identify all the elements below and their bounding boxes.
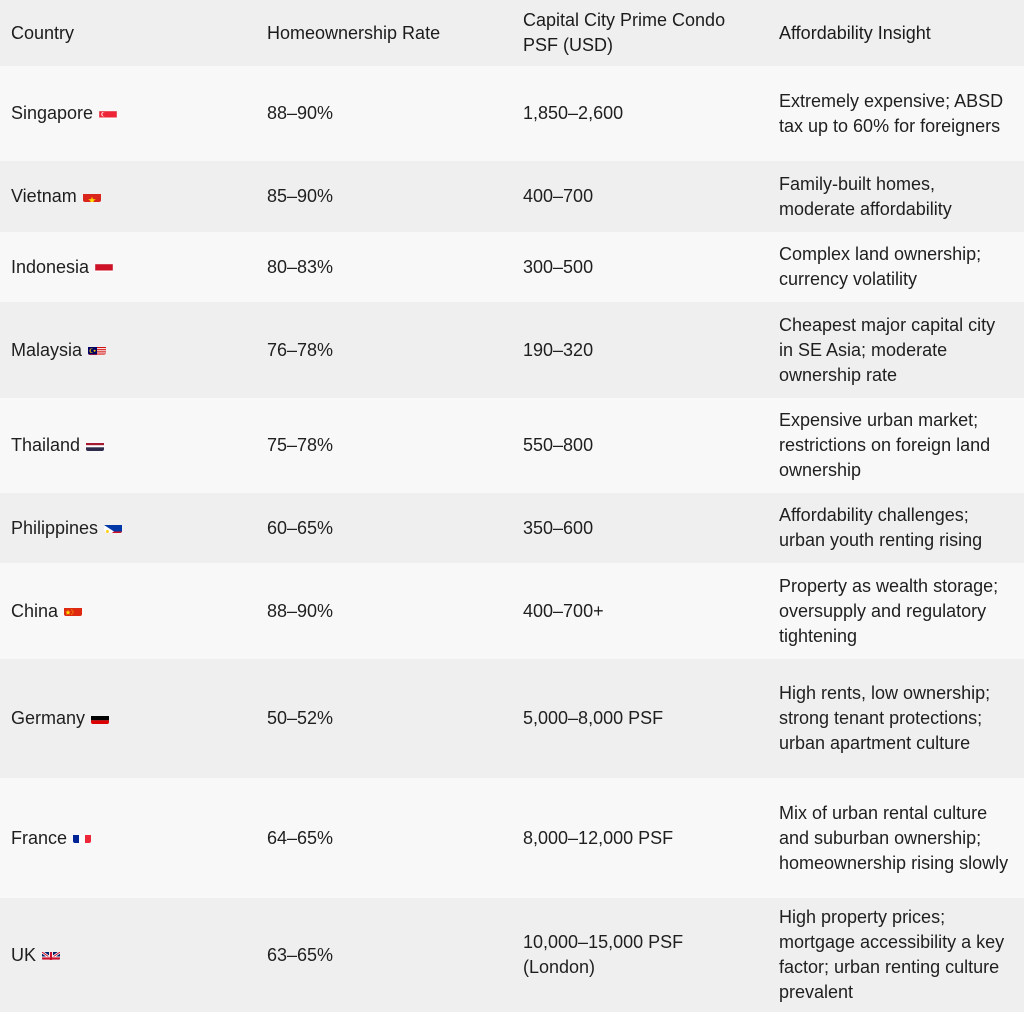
country-cell: China: [0, 563, 256, 659]
country-cell: Singapore: [0, 66, 256, 161]
homeownership-rate-cell: 60–65%: [267, 517, 334, 538]
country-cell: Philippines: [0, 493, 256, 563]
header-country: Country: [11, 22, 75, 43]
table-row: Indonesia 80–83% 300–500 Complex land ow…: [0, 232, 1024, 302]
table-row: Singapore 88–90% 1,850–2,600 Extremely e…: [0, 66, 1024, 161]
thailand-flag: [86, 438, 105, 451]
affordability-insight-cell: Extremely expensive; ABSD tax up to 60% …: [779, 90, 1004, 136]
table-row: Thailand 75–78% 550–800 Expensive urban …: [0, 398, 1024, 493]
homeownership-rate-cell: 64–65%: [267, 827, 334, 848]
malaysia-flag: [88, 342, 107, 356]
table-row: UK 63–65% 10,000–15,000 PSF (London) Hig…: [0, 898, 1024, 1012]
homeownership-rate-cell: 88–90%: [267, 103, 334, 123]
condo-psf-cell: 10,000–15,000 PSF (London): [523, 932, 684, 977]
condo-psf-cell: 400–700+: [523, 600, 604, 621]
country-name: Philippines: [11, 517, 99, 538]
philippines-flag: [104, 520, 123, 534]
affordability-insight-cell: Expensive urban market; restrictions on …: [779, 410, 991, 480]
homeownership-rate-cell: 85–90%: [267, 186, 334, 206]
table-row: Vietnam 85–90% 400–700 Family-built home…: [0, 161, 1024, 232]
country-name: Germany: [11, 708, 86, 728]
indonesia-flag: [95, 259, 114, 273]
country-name: China: [11, 600, 59, 621]
country-cell: UK: [0, 898, 256, 1012]
country-name: Indonesia: [11, 256, 90, 277]
homeownership-rate-cell: 63–65%: [267, 944, 334, 965]
singapore-flag: [99, 106, 118, 119]
country-cell: Malaysia: [0, 302, 256, 398]
country-name: Thailand: [11, 435, 81, 455]
affordability-insight-cell: Cheapest major capital city in SE Asia; …: [779, 314, 996, 385]
country-cell: Thailand: [0, 398, 256, 493]
country-name: Malaysia: [11, 339, 83, 360]
homeownership-rate-cell: 88–90%: [267, 600, 334, 621]
country-cell: France: [0, 778, 256, 898]
condo-psf-cell: 1,850–2,600: [523, 103, 624, 123]
china-flag: [64, 603, 83, 617]
header-affordability-insight: Affordability Insight: [779, 22, 931, 43]
country-cell: Vietnam: [0, 161, 256, 232]
header-condo-psf: Capital City Prime Condo PSF (USD): [523, 10, 726, 55]
affordability-insight-cell: Complex land ownership; currency volatil…: [779, 244, 982, 289]
table-row: France 64–65% 8,000–12,000 PSF Mix of ur…: [0, 778, 1024, 898]
country-cell: Germany: [0, 659, 256, 778]
condo-psf-cell: 8,000–12,000 PSF: [523, 827, 674, 848]
country-name: Singapore: [11, 103, 94, 123]
affordability-insight-cell: Family-built homes, moderate affordabili…: [779, 173, 952, 219]
uk-flag: [42, 947, 61, 961]
condo-psf-cell: 550–800: [523, 435, 594, 455]
condo-psf-cell: 350–600: [523, 517, 594, 538]
affordability-insight-cell: Mix of urban rental culture and suburban…: [779, 802, 1009, 873]
table-body: Singapore 88–90% 1,850–2,600 Extremely e…: [0, 66, 1024, 1012]
condo-psf-cell: 5,000–8,000 PSF: [523, 708, 664, 728]
country-name: UK: [11, 944, 37, 965]
country-cell: Indonesia: [0, 232, 256, 302]
affordability-insight-cell: High rents, low ownership; strong tenant…: [779, 683, 991, 753]
homeownership-rate-cell: 50–52%: [267, 708, 334, 728]
affordability-insight-cell: Affordability challenges; urban youth re…: [779, 505, 983, 550]
vietnam-flag: [82, 189, 101, 202]
france-flag: [73, 830, 92, 844]
table-row: Philippines 60–65% 350–600 Affordability…: [0, 493, 1024, 563]
condo-psf-cell: 300–500: [523, 256, 594, 277]
country-name: Vietnam: [11, 186, 77, 206]
table-row: Malaysia 76–78% 190–320 Cheapest major c…: [0, 302, 1024, 398]
country-name: France: [11, 827, 68, 848]
header-homeownership-rate: Homeownership Rate: [267, 22, 441, 43]
table-header-row: Country Homeownership Rate Capital City …: [0, 0, 1024, 66]
condo-psf-cell: 400–700: [523, 186, 594, 206]
homeownership-rate-cell: 75–78%: [267, 435, 334, 455]
germany-flag: [91, 711, 110, 724]
table-row: Germany 50–52% 5,000–8,000 PSF High rent…: [0, 659, 1024, 778]
homeownership-rate-cell: 80–83%: [267, 256, 334, 277]
condo-psf-cell: 190–320: [523, 339, 594, 360]
table-row: China 88–90% 400–700+ Property as wealth…: [0, 563, 1024, 659]
homeownership-rate-cell: 76–78%: [267, 339, 334, 360]
affordability-insight-cell: High property prices; mortgage accessibi…: [779, 907, 1005, 1002]
affordability-insight-cell: Property as wealth storage; oversupply a…: [779, 575, 999, 646]
